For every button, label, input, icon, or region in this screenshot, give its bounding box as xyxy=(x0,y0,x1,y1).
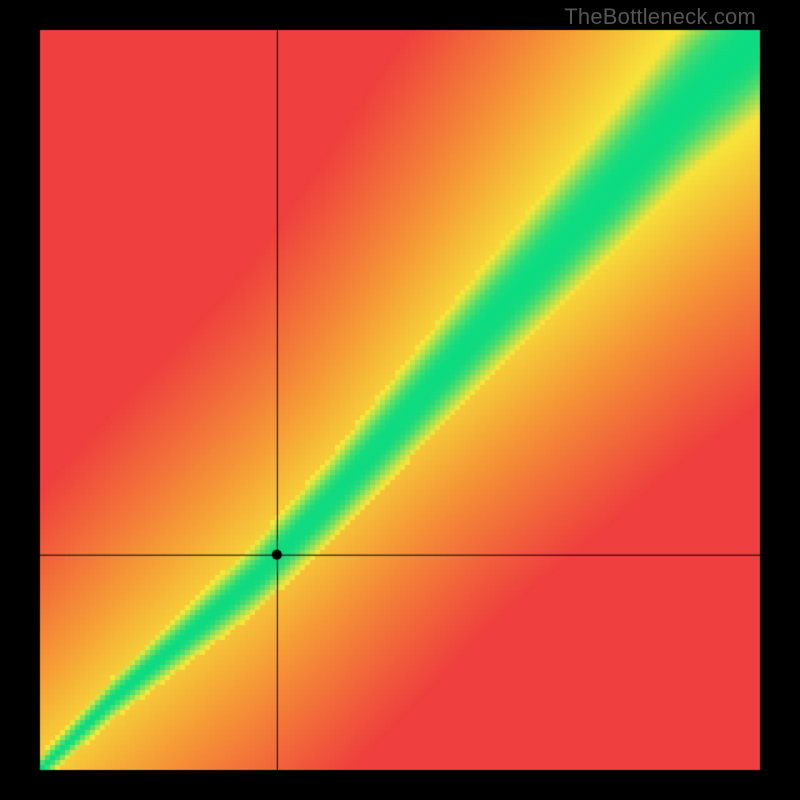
heatmap-canvas xyxy=(0,0,800,800)
chart-container: TheBottleneck.com xyxy=(0,0,800,800)
watermark-label: TheBottleneck.com xyxy=(564,4,756,30)
